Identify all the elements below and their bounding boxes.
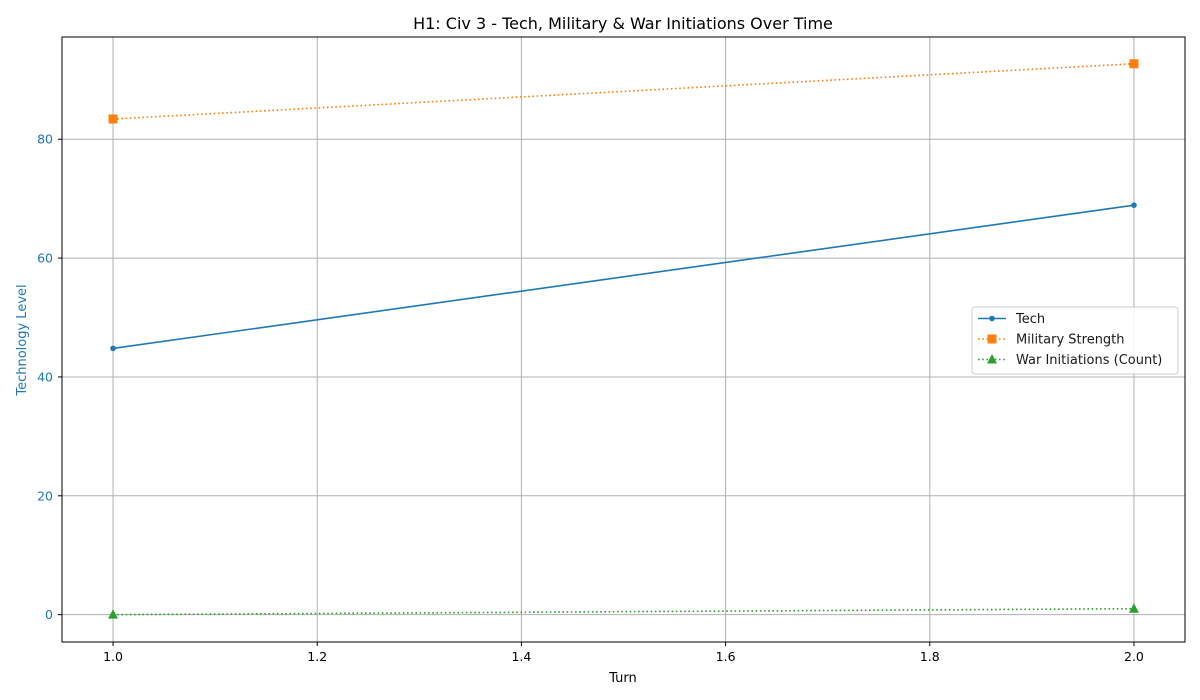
series-tech xyxy=(110,202,1137,352)
y-axis-title: Technology Level xyxy=(15,284,30,396)
x-axis-title: Turn xyxy=(608,671,637,686)
x-tick-label: 2.0 xyxy=(1124,649,1144,664)
chart-title: H1: Civ 3 - Tech, Military & War Initiat… xyxy=(413,14,833,33)
series-line xyxy=(112,204,1135,350)
y-tick-label: 20 xyxy=(37,488,53,503)
grid xyxy=(62,37,1185,642)
data-point xyxy=(1131,202,1137,208)
legend-item: Military Strength xyxy=(978,333,1125,348)
series-military-strength xyxy=(108,59,1139,124)
x-tick-label: 1.6 xyxy=(716,649,736,664)
data-point xyxy=(108,114,118,124)
y-tick-label: 80 xyxy=(37,132,53,147)
x-axis: 1.0 1.2 1.4 1.6 1.8 2.0 xyxy=(103,642,1144,664)
legend-box xyxy=(971,306,1179,375)
data-point xyxy=(1128,603,1139,613)
x-tick-label: 1.0 xyxy=(103,649,123,664)
legend-item: Tech xyxy=(978,312,1045,327)
legend-marker xyxy=(987,354,997,364)
data-point xyxy=(1129,59,1139,69)
x-tick-label: 1.4 xyxy=(511,649,531,664)
series-war-initiations-count xyxy=(108,603,1139,619)
y-axis: 0 20 40 60 80 xyxy=(37,132,62,622)
legend: Tech Military Strength War Initiations (Co… xyxy=(971,306,1179,375)
x-tick-label: 1.8 xyxy=(920,649,940,664)
series-layer xyxy=(108,59,1139,619)
data-point xyxy=(108,609,119,619)
legend-item: War Initiations (Count) xyxy=(978,353,1162,368)
legend-label: War Initiations (Count) xyxy=(1016,353,1162,368)
y-tick-label: 40 xyxy=(37,369,53,384)
data-point xyxy=(110,345,116,352)
legend-label: Tech xyxy=(1015,312,1045,327)
y-tick-label: 0 xyxy=(45,607,53,622)
x-tick-label: 1.2 xyxy=(307,649,327,664)
plot-frame xyxy=(61,36,1186,643)
legend-marker xyxy=(989,315,995,322)
legend-label: Military Strength xyxy=(1016,333,1125,348)
legend-marker xyxy=(987,334,997,344)
y-tick-label: 60 xyxy=(37,251,53,266)
